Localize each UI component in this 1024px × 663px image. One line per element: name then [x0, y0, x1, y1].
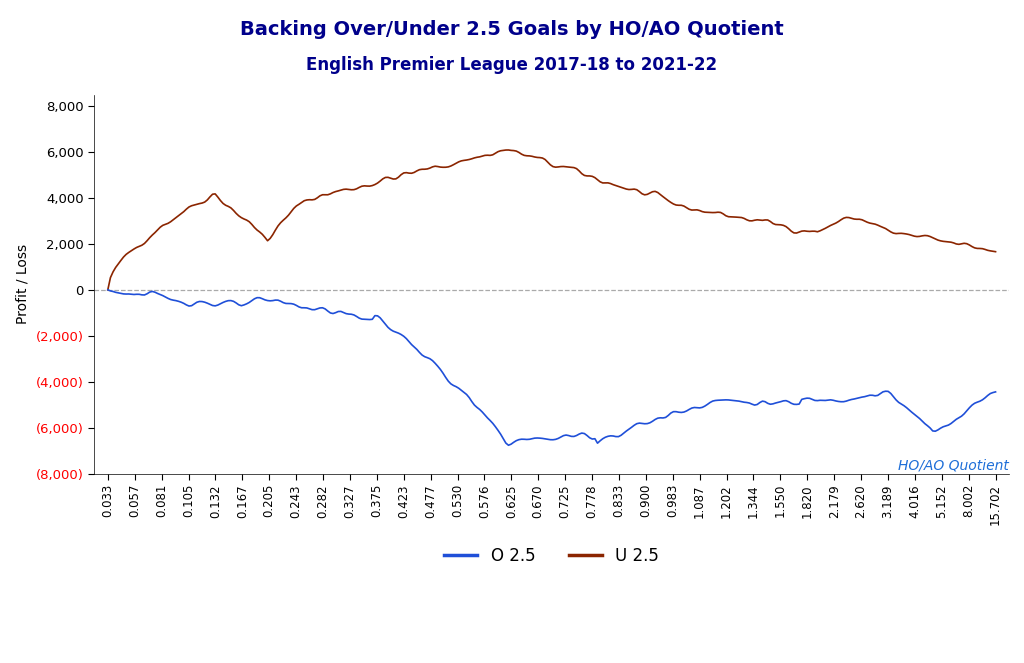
Y-axis label: Profit / Loss: Profit / Loss: [15, 244, 29, 324]
Text: Backing Over/Under 2.5 Goals by HO/AO Quotient: Backing Over/Under 2.5 Goals by HO/AO Qu…: [240, 20, 784, 39]
Text: HO/AO Quotient: HO/AO Quotient: [898, 458, 1009, 473]
Legend: O 2.5, U 2.5: O 2.5, U 2.5: [437, 540, 666, 572]
Text: English Premier League 2017-18 to 2021-22: English Premier League 2017-18 to 2021-2…: [306, 56, 718, 74]
